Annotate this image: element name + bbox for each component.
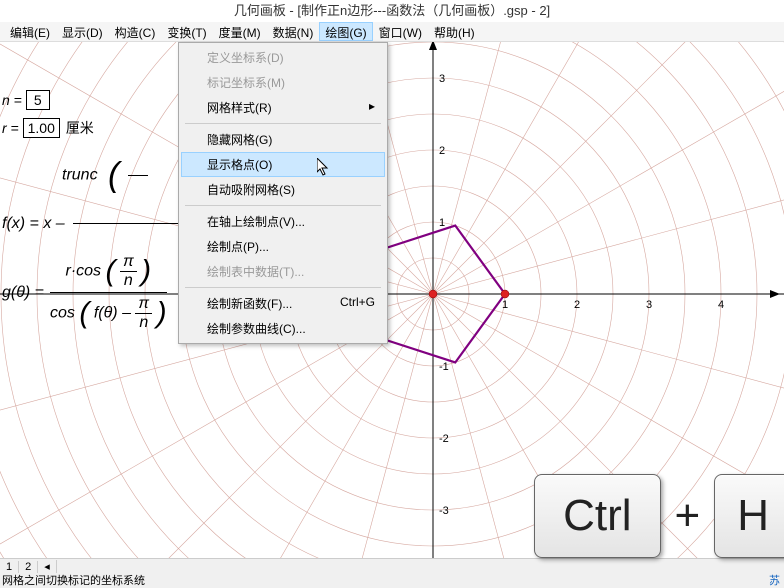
status-text: 网格之间切换标记的坐标系统: [2, 574, 145, 588]
menuitem-标记坐标系(M): 标记坐标系(M): [181, 70, 385, 95]
ctrl-key-icon: Ctrl: [534, 474, 660, 558]
menu-度量(M)[interactable]: 度量(M): [213, 22, 267, 41]
tab-1[interactable]: 1: [0, 561, 19, 573]
menu-变换(T)[interactable]: 变换(T): [161, 22, 212, 41]
menuitem-绘制参数曲线(C)...[interactable]: 绘制参数曲线(C)...: [181, 316, 385, 341]
plus-icon: +: [675, 491, 701, 541]
menu-编辑(E)[interactable]: 编辑(E): [4, 22, 56, 41]
menuitem-绘制点(P)...[interactable]: 绘制点(P)...: [181, 234, 385, 259]
svg-text:1: 1: [439, 217, 445, 229]
svg-text:-2: -2: [439, 433, 449, 445]
menu-显示(D)[interactable]: 显示(D): [56, 22, 109, 41]
h-key-icon: H: [714, 474, 784, 558]
svg-text:3: 3: [439, 73, 445, 85]
g-label: g(θ) =: [2, 284, 44, 302]
status-right: 苏: [769, 574, 780, 588]
menuitem-在轴上绘制点(V)...[interactable]: 在轴上绘制点(V)...: [181, 209, 385, 234]
menu-构造(C)[interactable]: 构造(C): [109, 22, 162, 41]
svg-text:1: 1: [502, 299, 508, 311]
menuitem-隐藏网格(G)[interactable]: 隐藏网格(G): [181, 127, 385, 152]
formula-panel: n = 5 r = 1.00 厘米 trunc ( f(x) = x – g(θ…: [2, 90, 202, 332]
r-label: r =: [2, 120, 23, 136]
n-label: n =: [2, 92, 26, 108]
r-input[interactable]: 1.00: [23, 118, 60, 138]
menu-绘图(G)[interactable]: 绘图(G): [319, 22, 372, 41]
menu-帮助(H)[interactable]: 帮助(H): [428, 22, 481, 41]
n-denom: n: [120, 272, 137, 290]
menuitem-绘制表中数据(T)...: 绘制表中数据(T)...: [181, 259, 385, 284]
sheet-tab-bar[interactable]: 12◂: [0, 558, 784, 574]
pi: π: [120, 253, 137, 272]
submenu-arrow-icon: ▸: [369, 99, 375, 113]
r-unit: 厘米: [66, 120, 94, 136]
menuitem-显示格点(O)[interactable]: 显示格点(O): [181, 152, 385, 177]
menuitem-定义坐标系(D): 定义坐标系(D): [181, 45, 385, 70]
tab-2[interactable]: 2: [19, 561, 38, 573]
svg-text:2: 2: [439, 145, 445, 157]
trunc-label: trunc: [62, 167, 98, 184]
plot-menu-dropdown[interactable]: 定义坐标系(D)标记坐标系(M)网格样式(R)▸ 隐藏网格(G)显示格点(O)自动…: [178, 42, 388, 344]
menu-separator: [185, 287, 381, 288]
menuitem-自动吸附网格(S)[interactable]: 自动吸附网格(S): [181, 177, 385, 202]
mouse-cursor-icon: [317, 158, 331, 178]
tab-◂[interactable]: ◂: [38, 560, 57, 573]
svg-text:-1: -1: [439, 361, 449, 373]
shortcut-label: Ctrl+G: [340, 295, 375, 309]
svg-text:4: 4: [718, 299, 724, 311]
menu-separator: [185, 123, 381, 124]
ftheta: f(θ) –: [94, 305, 131, 322]
menu-separator: [185, 205, 381, 206]
window-title: 几何画板 - [制作正n边形---函数法（几何画板）.gsp - 2]: [234, 3, 550, 18]
menu-数据(N)[interactable]: 数据(N): [267, 22, 320, 41]
svg-text:2: 2: [574, 299, 580, 311]
menu-bar[interactable]: 编辑(E)显示(D)构造(C)变换(T)度量(M)数据(N)绘图(G)窗口(W)…: [0, 22, 784, 42]
menuitem-网格样式(R)[interactable]: 网格样式(R)▸: [181, 95, 385, 120]
menu-窗口(W)[interactable]: 窗口(W): [373, 22, 428, 41]
title-bar: 几何画板 - [制作正n边形---函数法（几何画板）.gsp - 2]: [0, 0, 784, 22]
n-input[interactable]: 5: [26, 90, 50, 110]
status-bar: 网格之间切换标记的坐标系统 苏: [0, 574, 784, 588]
svg-text:3: 3: [646, 299, 652, 311]
shortcut-overlay: Ctrl + H: [534, 474, 784, 558]
fx-label: f(x) = x –: [2, 215, 65, 232]
rcos: r·cos: [65, 263, 101, 280]
menuitem-绘制新函数(F)...[interactable]: 绘制新函数(F)...Ctrl+G: [181, 291, 385, 316]
svg-text:-3: -3: [439, 505, 449, 517]
